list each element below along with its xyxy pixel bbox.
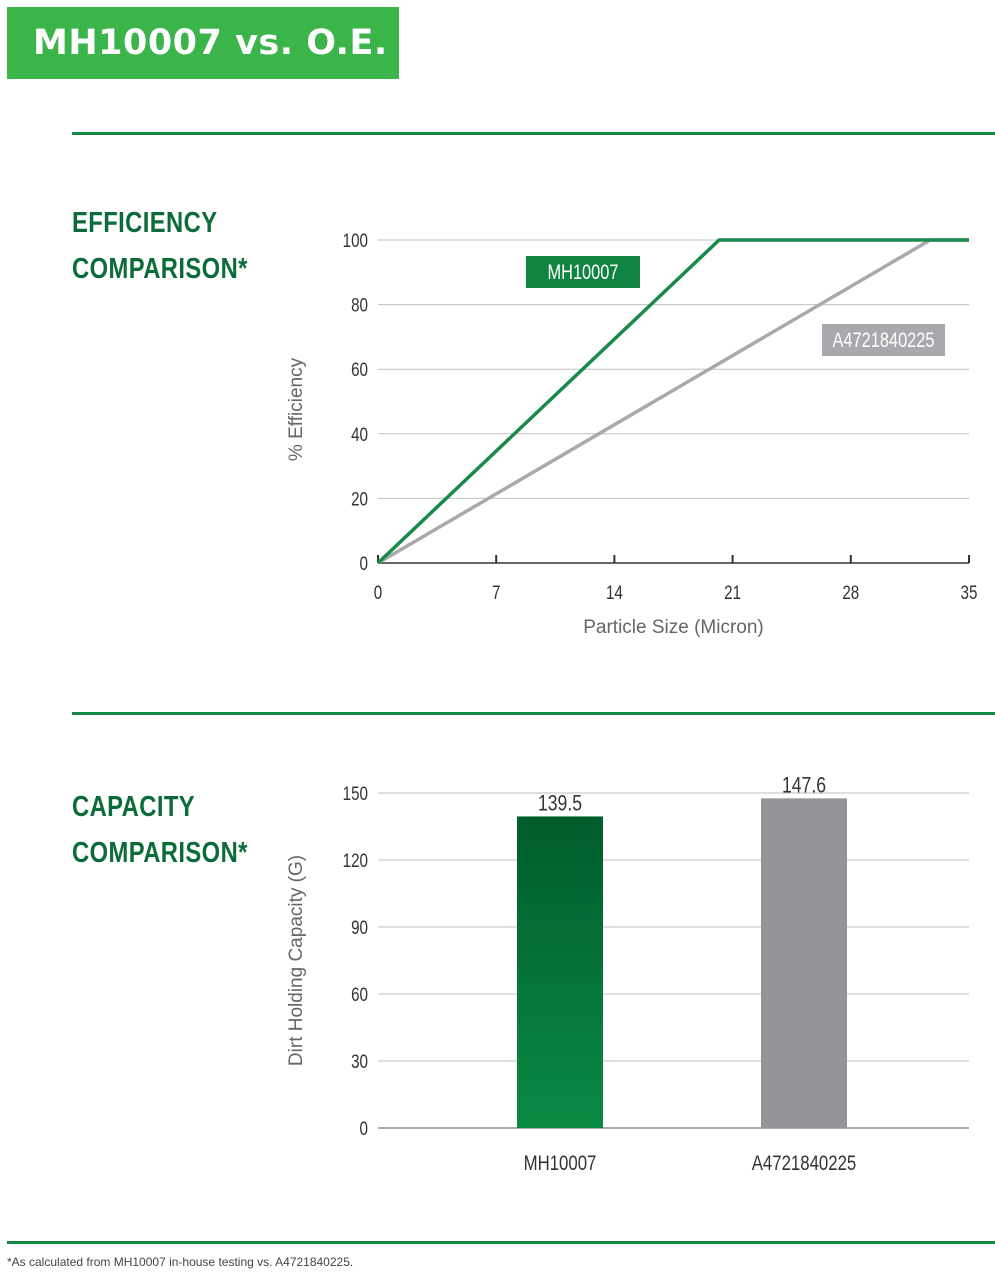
footnote: *As calculated from MH10007 in-house tes… — [7, 1255, 354, 1269]
efficiency-section-title: EFFICIENCY COMPARISON* — [72, 200, 248, 292]
series-line-mh10007 — [376, 238, 969, 565]
efficiency-chart: 0 20 40 60 80 100 0 7 14 21 28 35 Particle Size (Mic… — [286, 229, 978, 638]
bar-value-label: 139.5 — [538, 792, 582, 816]
y-tick-label: 40 — [351, 423, 368, 445]
y-tick-label: 100 — [343, 229, 368, 251]
y-tick-label: 90 — [351, 916, 368, 938]
capacity-chart: 0 30 60 90 120 150 Dirt Holding Capacity (G) 13… — [286, 774, 969, 1176]
x-axis-title: Particle Size (Micron) — [583, 617, 764, 638]
x-tick-label: 14 — [606, 581, 623, 603]
x-tick-label: 21 — [724, 581, 741, 603]
legend-label-a4721840225: A4721840225 — [832, 328, 934, 351]
x-tick-label: 28 — [842, 581, 859, 603]
y-tick-label: 30 — [351, 1050, 368, 1072]
capacity-title-line1: CAPACITY — [72, 791, 196, 823]
y-tick-label: 120 — [343, 849, 368, 871]
efficiency-title-line2: COMPARISON* — [72, 253, 248, 285]
y-tick-label: 20 — [351, 488, 368, 510]
x-category-label: MH10007 — [524, 1152, 597, 1175]
divider-top — [72, 132, 995, 135]
capacity-section-title: CAPACITY COMPARISON* — [72, 784, 248, 876]
legend-label-mh10007: MH10007 — [547, 260, 618, 283]
x-tick-label: 0 — [374, 581, 382, 603]
divider-middle — [72, 712, 995, 715]
x-category-label: A4721840225 — [752, 1152, 857, 1175]
header-banner: MH10007 vs. O.E. — [7, 7, 399, 79]
bar-mh10007 — [517, 816, 603, 1128]
y-tick-label: 60 — [351, 359, 368, 381]
y-tick-label: 150 — [343, 782, 368, 804]
y-axis-title: Dirt Holding Capacity (G) — [286, 855, 307, 1066]
y-tick-label: 60 — [351, 983, 368, 1005]
y-tick-label: 0 — [360, 1117, 368, 1139]
x-tick-label: 35 — [961, 581, 978, 603]
legend-box-mh10007 — [526, 256, 640, 288]
capacity-title-line2: COMPARISON* — [72, 837, 248, 869]
x-tick-label: 7 — [492, 581, 500, 603]
y-tick-label: 0 — [360, 552, 368, 574]
series-line-a4721840225 — [377, 238, 969, 565]
divider-bottom — [7, 1241, 995, 1244]
efficiency-title-line1: EFFICIENCY — [72, 207, 218, 239]
bar-value-label: 147.6 — [782, 774, 826, 798]
y-tick-label: 80 — [351, 294, 368, 316]
page-title: MH10007 vs. O.E. — [33, 23, 388, 63]
y-axis-title: % Efficiency — [286, 357, 307, 461]
bar-a4721840225 — [761, 798, 847, 1128]
legend-box-a4721840225 — [822, 324, 945, 356]
